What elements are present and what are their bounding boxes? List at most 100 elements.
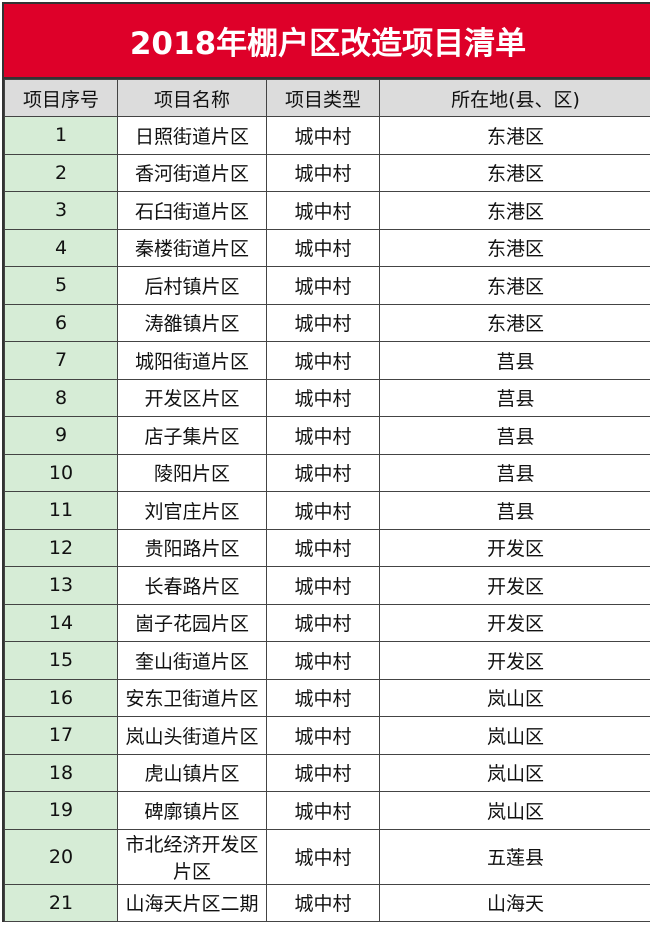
- project-location: 五莲县: [379, 828, 650, 885]
- project-location: 开发区: [379, 603, 650, 642]
- header-name: 项目名称: [117, 79, 267, 117]
- row-index: 8: [4, 378, 118, 417]
- row-index: 3: [4, 191, 118, 230]
- project-name: 碑廓镇片区: [117, 791, 267, 830]
- project-type: 城中村: [266, 491, 380, 530]
- row-index: 19: [4, 791, 118, 830]
- project-name: 陵阳片区: [117, 453, 267, 492]
- table-row: 15 奎山街道片区 城中村 开发区: [4, 641, 650, 680]
- project-location: 山海天: [379, 883, 650, 922]
- table-row: 9 店子集片区 城中村 莒县: [4, 416, 650, 455]
- table-row: 21 山海天片区二期 城中村 山海天: [4, 883, 650, 922]
- project-type: 城中村: [266, 228, 380, 267]
- project-type: 城中村: [266, 716, 380, 755]
- row-index: 20: [4, 828, 118, 885]
- row-index: 12: [4, 528, 118, 567]
- row-index: 13: [4, 566, 118, 605]
- table-header-row: 项目序号 项目名称 项目类型 所在地(县、区): [4, 79, 650, 117]
- project-name: 安东卫街道片区: [117, 678, 267, 717]
- table-row: 20 市北经济开发区片区 城中村 五莲县: [4, 828, 650, 885]
- project-location: 莒县: [379, 491, 650, 530]
- project-name: 虎山镇片区: [117, 753, 267, 792]
- project-name: 崮子花园片区: [117, 603, 267, 642]
- table-row: 8 开发区片区 城中村 莒县: [4, 378, 650, 417]
- row-index: 14: [4, 603, 118, 642]
- table-row: 18 虎山镇片区 城中村 岚山区: [4, 753, 650, 792]
- project-location: 东港区: [379, 191, 650, 230]
- row-index: 5: [4, 266, 118, 305]
- project-type: 城中村: [266, 678, 380, 717]
- project-name: 店子集片区: [117, 416, 267, 455]
- project-name: 秦楼街道片区: [117, 228, 267, 267]
- project-location: 开发区: [379, 566, 650, 605]
- project-type: 城中村: [266, 528, 380, 567]
- row-index: 10: [4, 453, 118, 492]
- project-name: 岚山头街道片区: [117, 716, 267, 755]
- project-type: 城中村: [266, 341, 380, 380]
- project-name: 长春路片区: [117, 566, 267, 605]
- row-index: 1: [4, 116, 118, 155]
- project-name: 贵阳路片区: [117, 528, 267, 567]
- project-type: 城中村: [266, 828, 380, 885]
- project-location: 东港区: [379, 153, 650, 192]
- project-location: 岚山区: [379, 753, 650, 792]
- project-location: 岚山区: [379, 678, 650, 717]
- table-row: 1 日照街道片区 城中村 东港区: [4, 116, 650, 155]
- table-row: 17 岚山头街道片区 城中村 岚山区: [4, 716, 650, 755]
- project-location: 岚山区: [379, 716, 650, 755]
- project-type: 城中村: [266, 883, 380, 922]
- project-name: 石臼街道片区: [117, 191, 267, 230]
- project-type: 城中村: [266, 566, 380, 605]
- row-index: 7: [4, 341, 118, 380]
- table-row: 3 石臼街道片区 城中村 东港区: [4, 191, 650, 230]
- project-location: 开发区: [379, 641, 650, 680]
- row-index: 9: [4, 416, 118, 455]
- project-name: 开发区片区: [117, 378, 267, 417]
- project-name: 刘官庄片区: [117, 491, 267, 530]
- project-type: 城中村: [266, 791, 380, 830]
- project-type: 城中村: [266, 416, 380, 455]
- project-type: 城中村: [266, 641, 380, 680]
- row-index: 17: [4, 716, 118, 755]
- project-type: 城中村: [266, 153, 380, 192]
- table-row: 13 长春路片区 城中村 开发区: [4, 566, 650, 605]
- project-location: 东港区: [379, 266, 650, 305]
- project-location: 莒县: [379, 453, 650, 492]
- table-row: 16 安东卫街道片区 城中村 岚山区: [4, 678, 650, 717]
- row-index: 15: [4, 641, 118, 680]
- row-index: 16: [4, 678, 118, 717]
- project-type: 城中村: [266, 378, 380, 417]
- header-type: 项目类型: [266, 79, 380, 117]
- table-row: 12 贵阳路片区 城中村 开发区: [4, 528, 650, 567]
- project-name: 后村镇片区: [117, 266, 267, 305]
- project-name: 山海天片区二期: [117, 883, 267, 922]
- row-index: 11: [4, 491, 118, 530]
- project-name: 市北经济开发区片区: [117, 828, 267, 885]
- table-row: 6 涛雒镇片区 城中村 东港区: [4, 303, 650, 342]
- table-row: 11 刘官庄片区 城中村 莒县: [4, 491, 650, 530]
- row-index: 21: [4, 883, 118, 922]
- project-type: 城中村: [266, 753, 380, 792]
- project-name: 城阳街道片区: [117, 341, 267, 380]
- row-index: 18: [4, 753, 118, 792]
- project-location: 莒县: [379, 378, 650, 417]
- table-row: 10 陵阳片区 城中村 莒县: [4, 453, 650, 492]
- project-location: 莒县: [379, 416, 650, 455]
- project-location: 东港区: [379, 303, 650, 342]
- project-name: 香河街道片区: [117, 153, 267, 192]
- row-index: 2: [4, 153, 118, 192]
- project-location: 莒县: [379, 341, 650, 380]
- project-type: 城中村: [266, 303, 380, 342]
- table-row: 5 后村镇片区 城中村 东港区: [4, 266, 650, 305]
- table-row: 19 碑廓镇片区 城中村 岚山区: [4, 791, 650, 830]
- project-location: 东港区: [379, 228, 650, 267]
- project-name: 日照街道片区: [117, 116, 267, 155]
- project-type: 城中村: [266, 266, 380, 305]
- table-row: 7 城阳街道片区 城中村 莒县: [4, 341, 650, 380]
- project-type: 城中村: [266, 603, 380, 642]
- project-name: 奎山街道片区: [117, 641, 267, 680]
- project-type: 城中村: [266, 116, 380, 155]
- project-type: 城中村: [266, 191, 380, 230]
- project-type: 城中村: [266, 453, 380, 492]
